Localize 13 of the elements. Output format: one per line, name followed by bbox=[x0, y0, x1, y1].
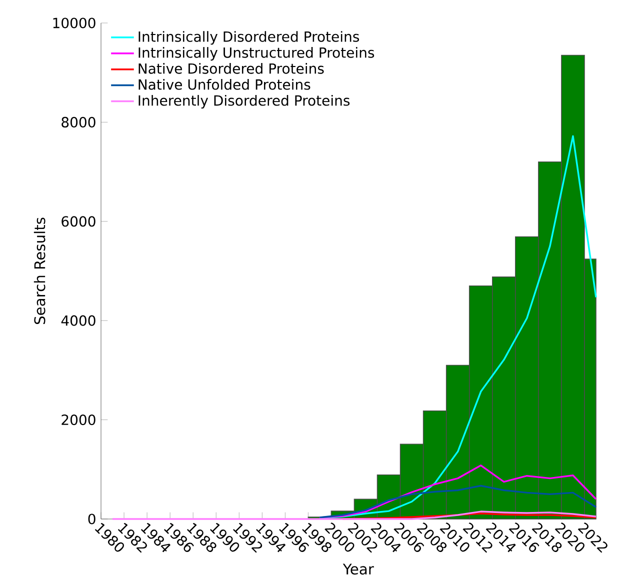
y-tick-label: 10000 bbox=[53, 18, 96, 28]
legend-label: Inherently Disordered Proteins bbox=[138, 94, 350, 108]
y-tick-label: 0 bbox=[88, 514, 96, 524]
legend-label: Native Unfolded Proteins bbox=[138, 78, 310, 90]
y-tick-label: 6000 bbox=[62, 216, 96, 227]
y-axis-title: Search Results bbox=[34, 218, 46, 324]
legend-label: Intrinsically Disordered Proteins bbox=[138, 31, 360, 45]
legend-label: Intrinsically Unstructured Proteins bbox=[138, 47, 374, 61]
y-tick-label: 4000 bbox=[61, 315, 96, 326]
y-tick-label: 2000 bbox=[62, 414, 96, 426]
y-tick-label: 8000 bbox=[62, 116, 96, 128]
x-axis-title: Year bbox=[342, 564, 374, 575]
legend-label: Native Disordered Proteins bbox=[138, 63, 324, 74]
